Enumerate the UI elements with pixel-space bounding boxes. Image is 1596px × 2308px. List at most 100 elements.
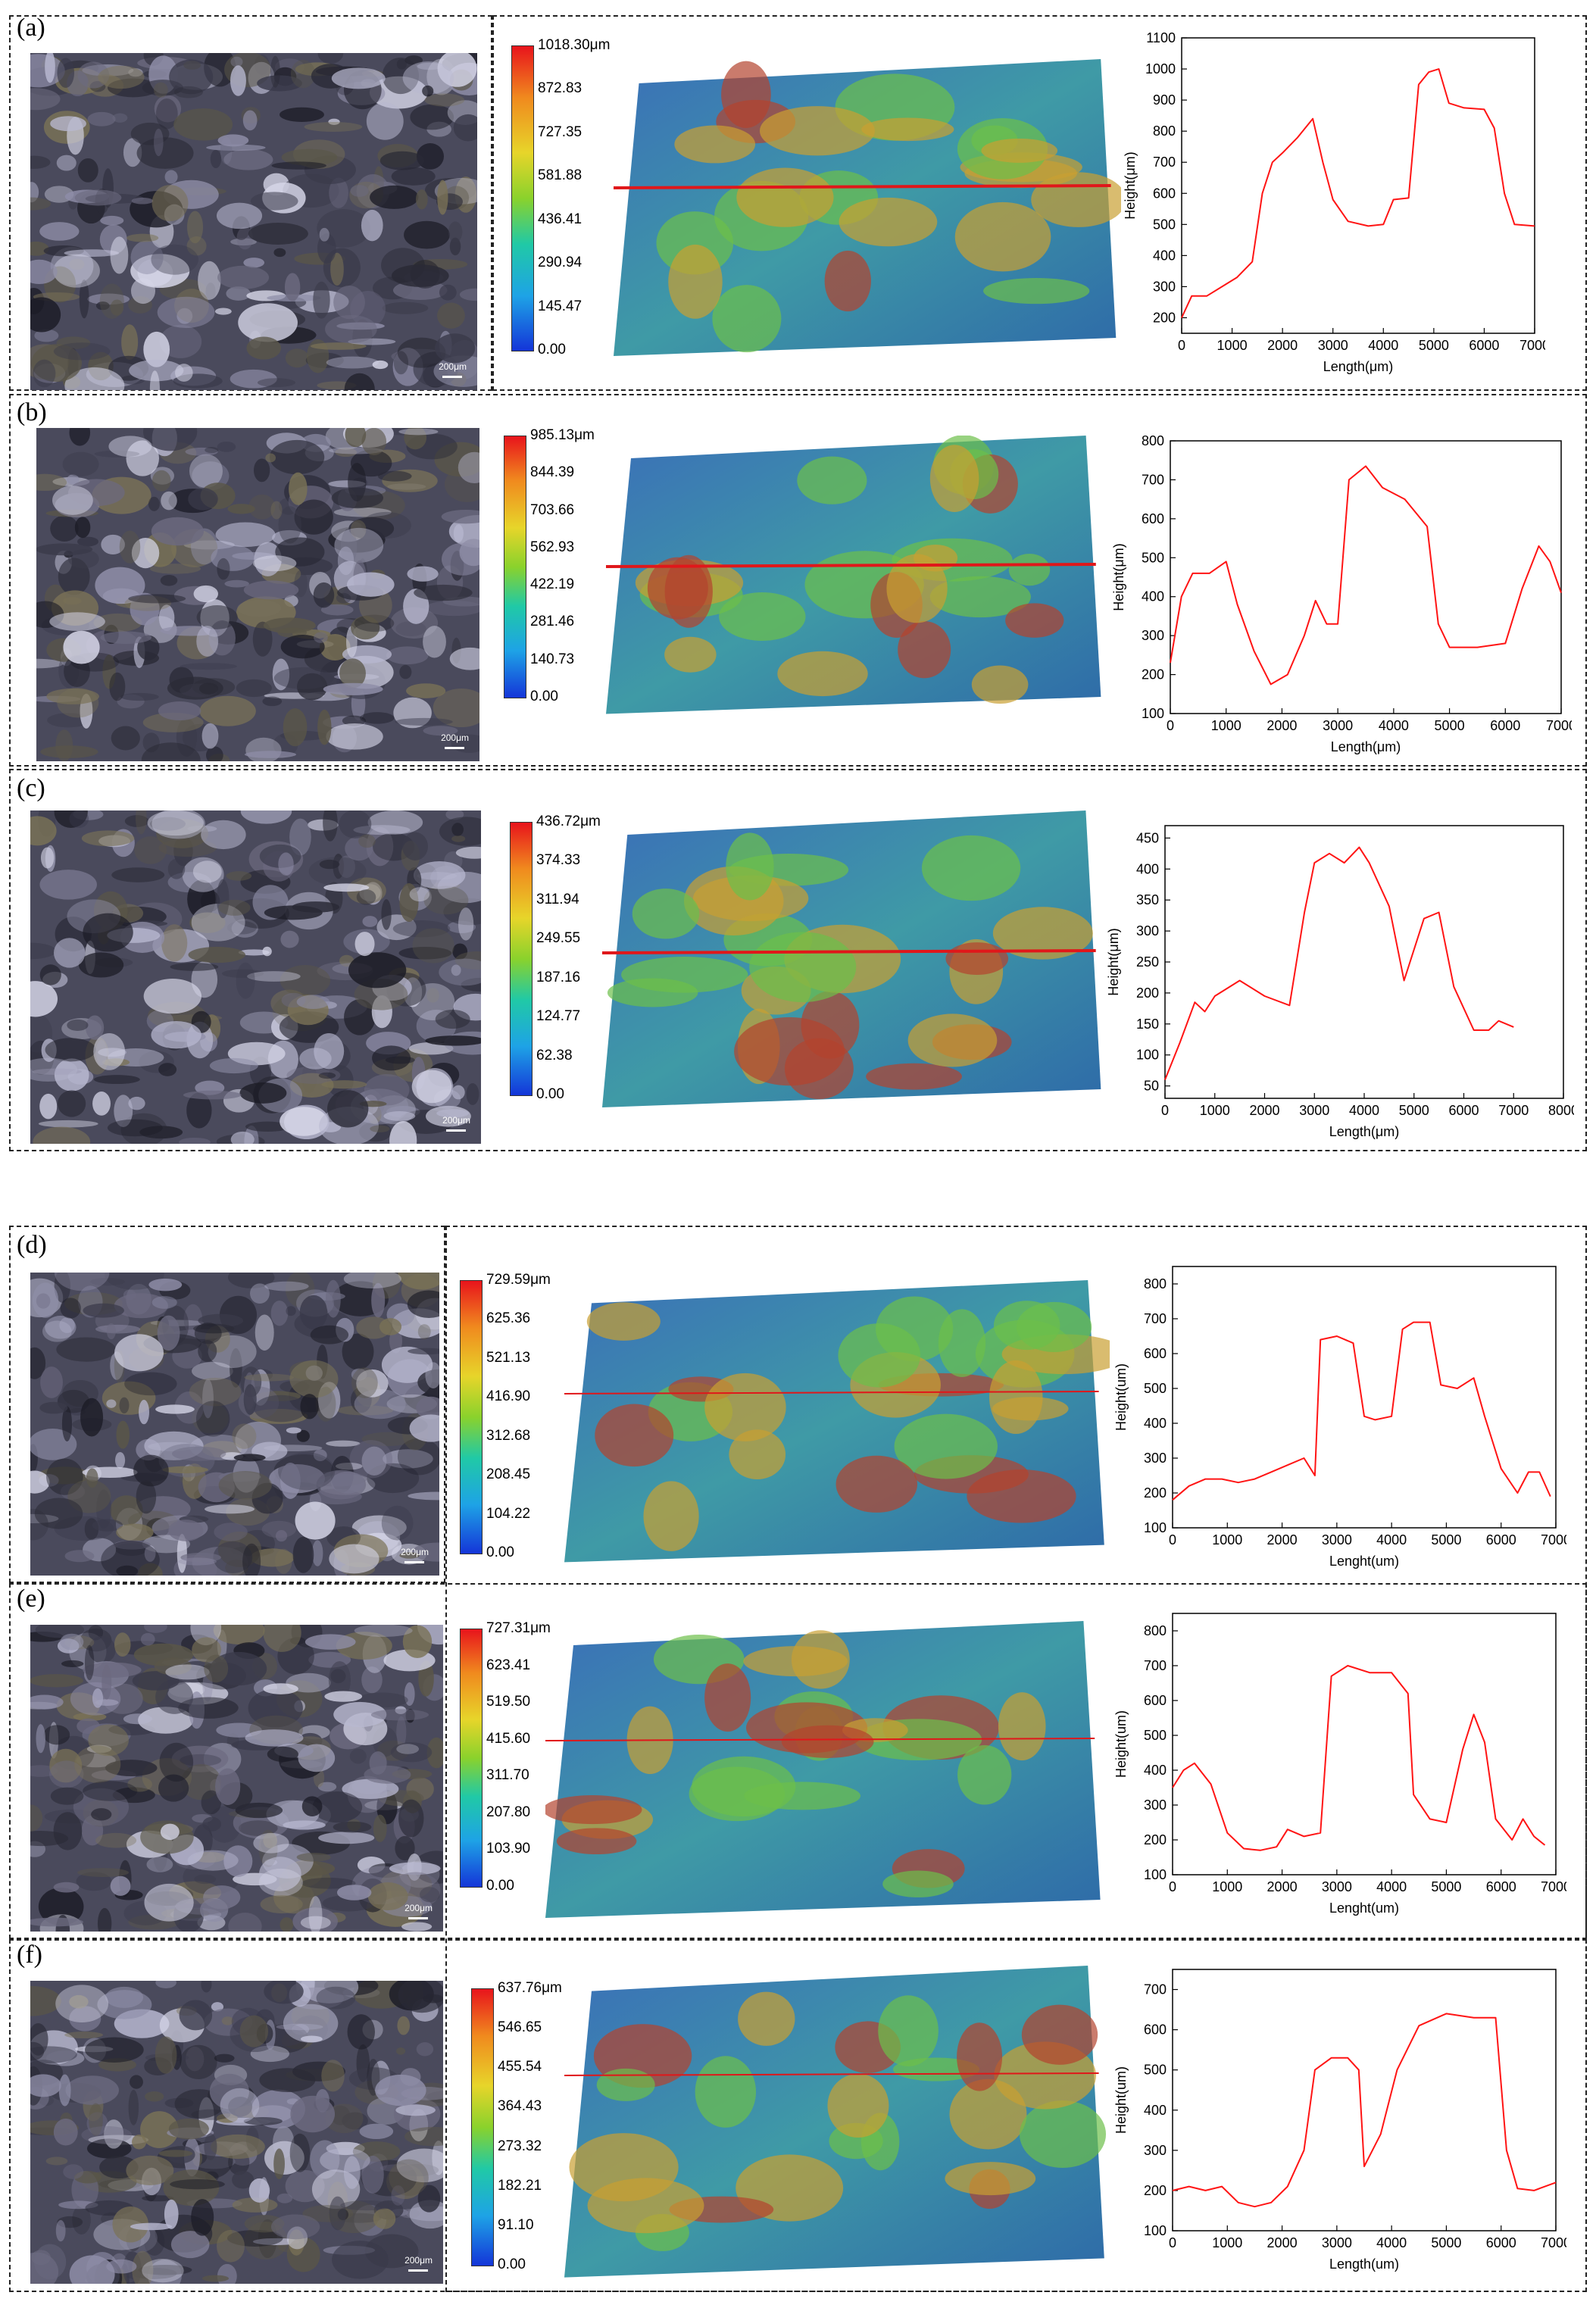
y-tick-label: 400 — [1144, 1416, 1167, 1431]
y-tick-label: 200 — [1144, 1832, 1167, 1847]
y-tick-label: 700 — [1144, 1658, 1167, 1673]
y-tick-label: 700 — [1142, 472, 1164, 487]
colorbar-tick-label: 91.10 — [498, 2216, 534, 2233]
scale-bar-label: 200μm — [442, 1115, 470, 1126]
colorbar-tick-label: 145.47 — [538, 298, 582, 314]
colorbar-tick-label: 311.70 — [486, 1767, 529, 1784]
y-tick-label: 800 — [1144, 1276, 1167, 1291]
x-tick-label: 5000 — [1419, 338, 1449, 353]
surface-3d-map — [613, 59, 1126, 366]
y-tick-label: 300 — [1144, 1451, 1167, 1466]
y-tick-label: 500 — [1144, 1728, 1167, 1743]
y-tick-label: 300 — [1153, 279, 1176, 294]
x-tick-label: 3000 — [1322, 1879, 1352, 1894]
plot-area — [1164, 825, 1564, 1099]
y-tick-label: 600 — [1142, 511, 1164, 526]
height-profile-line — [1172, 1321, 1551, 1501]
height-profile-chart: 0 1000 2000 3000 4000 5000 6000 7000 8000 50 100 15… — [1106, 825, 1579, 1139]
x-tick-label: 1000 — [1211, 718, 1242, 733]
colorbar-tick-label: 140.73 — [530, 651, 575, 667]
scale-bar — [446, 1129, 466, 1132]
colorbar-tick-label: 623.41 — [486, 1657, 531, 1673]
y-tick-label: 800 — [1144, 1623, 1167, 1638]
surface-3d-map — [542, 1621, 1106, 1928]
profile-chart-container: 0 1000 2000 3000 4000 5000 6000 7000 100 200 300 40… — [1112, 1604, 1571, 1930]
surface-3d-map — [605, 435, 1106, 723]
colorbar-tick-label: 703.66 — [530, 501, 575, 518]
plot-area — [1172, 1969, 1557, 2231]
colorbar-tick-label: 273.32 — [498, 2138, 542, 2154]
y-tick-label: 800 — [1142, 433, 1164, 448]
colorbar-tick-label: 422.19 — [530, 576, 575, 593]
y-tick-label: 700 — [1144, 1982, 1167, 1997]
x-tick-label: 3000 — [1299, 1103, 1329, 1118]
x-tick-label: 6000 — [1490, 718, 1520, 733]
y-tick-label: 700 — [1153, 155, 1176, 170]
y-tick-label: 600 — [1144, 1346, 1167, 1361]
height-profile-line — [1164, 846, 1514, 1080]
scale-bar-label: 200μm — [404, 1903, 433, 1913]
panel-a-left-frame — [9, 15, 492, 391]
panel-c-frame — [9, 769, 1587, 1151]
x-tick-label: 5000 — [1435, 718, 1465, 733]
colorbar-tick-label: 637.76μm — [498, 1980, 562, 1996]
panel-letter: (d) — [17, 1231, 47, 1259]
y-tick-label: 100 — [1144, 2223, 1167, 2238]
x-tick-label: 4000 — [1349, 1103, 1379, 1118]
x-tick-label: 1000 — [1217, 338, 1248, 353]
colorbar-tick-label: 519.50 — [486, 1694, 531, 1710]
panel-letter: (e) — [17, 1585, 45, 1613]
y-tick-label: 300 — [1136, 923, 1159, 939]
scale-bar — [404, 1561, 424, 1563]
micrograph-image: 200μm — [30, 1625, 443, 1932]
x-tick-label: 7000 — [1541, 2235, 1566, 2250]
colorbar-tick-label: 985.13μm — [530, 427, 595, 443]
y-tick-label: 100 — [1144, 1867, 1167, 1882]
panel-letter: (b) — [17, 398, 47, 426]
x-tick-label: 0 — [1169, 2235, 1176, 2250]
height-colorbar — [510, 822, 533, 1096]
x-tick-label: 1000 — [1200, 1103, 1230, 1118]
colorbar-tick-label: 727.31μm — [486, 1620, 551, 1636]
colorbar-tick-label: 207.80 — [486, 1804, 531, 1820]
colorbar-tick-label: 104.22 — [486, 1505, 531, 1522]
colorbar-tick-label: 182.21 — [498, 2177, 542, 2194]
colorbar-tick-label: 1018.30μm — [538, 37, 611, 53]
x-tick-label: 2000 — [1267, 1532, 1298, 1548]
y-tick-label: 400 — [1142, 589, 1164, 604]
height-profile-chart: 0 1000 2000 3000 4000 5000 6000 7000 100 200 300 40… — [1113, 1969, 1571, 2272]
height-colorbar — [471, 1988, 494, 2266]
y-tick-label: 450 — [1136, 830, 1159, 845]
y-axis-label: Height(μm) — [1106, 928, 1121, 995]
plot-area — [1172, 1266, 1557, 1529]
x-axis-label: Lenght(um) — [1329, 1900, 1399, 1916]
x-axis-label: Length(μm) — [1329, 1124, 1399, 1139]
height-profile-chart: 0 1000 2000 3000 4000 5000 6000 7000 100 200 300 40… — [1111, 433, 1576, 754]
x-tick-label: 1000 — [1212, 1532, 1242, 1548]
panel-e-frame — [9, 1583, 1587, 1939]
y-tick-label: 200 — [1142, 667, 1164, 682]
x-tick-label: 4000 — [1376, 2235, 1407, 2250]
colorbar-tick-label: 290.94 — [538, 255, 582, 271]
height-colorbar — [460, 1280, 483, 1554]
x-tick-label: 5000 — [1431, 1879, 1461, 1894]
y-tick-label: 400 — [1136, 861, 1159, 876]
colorbar-tick-label: 311.94 — [536, 891, 579, 907]
colorbar-tick-label: 521.13 — [486, 1349, 531, 1366]
x-axis-label: Length(um) — [1329, 2256, 1399, 2272]
x-tick-label: 3000 — [1323, 718, 1353, 733]
y-tick-label: 800 — [1153, 123, 1176, 139]
colorbar-tick-label: 562.93 — [530, 539, 575, 555]
scale-bar-label: 200μm — [439, 361, 467, 372]
colorbar-tick-label: 187.16 — [536, 969, 581, 985]
y-tick-label: 100 — [1136, 1048, 1159, 1063]
colorbar-tick-label: 103.90 — [486, 1841, 531, 1857]
y-axis-label: Height(um) — [1113, 1363, 1129, 1431]
surface-3d-map — [564, 1280, 1127, 1572]
colorbar-tick-label: 0.00 — [538, 342, 566, 358]
x-tick-label: 1000 — [1212, 2235, 1242, 2250]
micrograph-image: 200μm — [30, 810, 481, 1144]
y-tick-label: 400 — [1144, 1763, 1167, 1778]
y-tick-label: 400 — [1144, 2103, 1167, 2118]
height-profile-line — [1172, 2013, 1557, 2208]
